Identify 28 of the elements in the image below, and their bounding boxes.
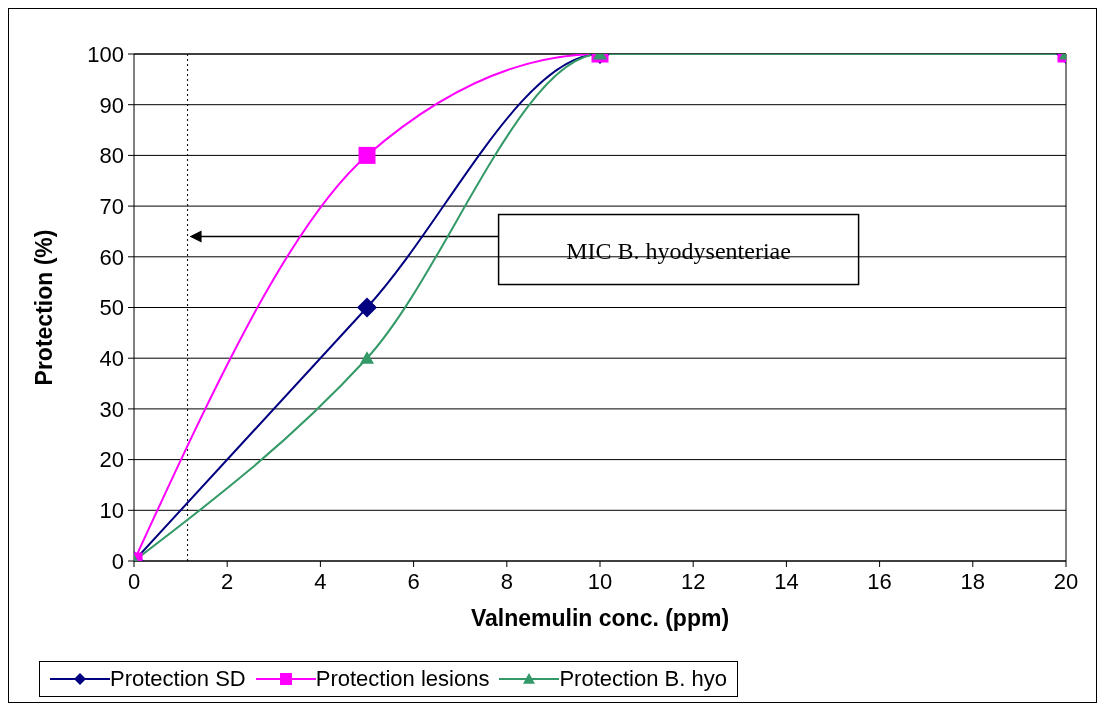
legend-label: Protection lesions bbox=[315, 666, 490, 692]
y-tick-label: 40 bbox=[99, 346, 124, 372]
legend-label: Protection B. hyo bbox=[559, 666, 727, 692]
x-tick-label: 14 bbox=[774, 568, 799, 594]
x-tick-label: 0 bbox=[127, 568, 141, 594]
y-tick-label: 20 bbox=[99, 447, 124, 473]
x-tick-label: 10 bbox=[587, 568, 613, 594]
y-axis-title: Protection (%) bbox=[31, 229, 58, 386]
y-tick-label: 70 bbox=[99, 193, 124, 219]
x-tick-label: 12 bbox=[680, 568, 706, 594]
y-tick-label: 30 bbox=[99, 396, 124, 422]
y-tick-label: 10 bbox=[99, 498, 124, 524]
y-tick-label: 80 bbox=[99, 143, 124, 169]
y-tick-label: 0 bbox=[111, 548, 124, 574]
point bbox=[357, 297, 377, 318]
x-tick-label: 16 bbox=[867, 568, 892, 594]
x-tick-label: 6 bbox=[407, 568, 420, 594]
x-tick-label: 2 bbox=[221, 568, 234, 594]
x-tick-label: 18 bbox=[960, 568, 986, 594]
x-tick-label: 4 bbox=[314, 568, 327, 594]
x-axis-title: Valnemulin conc. (ppm) bbox=[470, 605, 730, 631]
y-tick-label: 90 bbox=[99, 92, 124, 118]
x-tick-label: 20 bbox=[1053, 568, 1079, 594]
y-tick-label: 100 bbox=[87, 41, 124, 67]
y-tick-label: 60 bbox=[99, 244, 124, 270]
legend-label: Protection SD bbox=[110, 666, 246, 692]
x-tick-label: 8 bbox=[500, 568, 513, 594]
y-tick-label: 50 bbox=[99, 295, 124, 321]
